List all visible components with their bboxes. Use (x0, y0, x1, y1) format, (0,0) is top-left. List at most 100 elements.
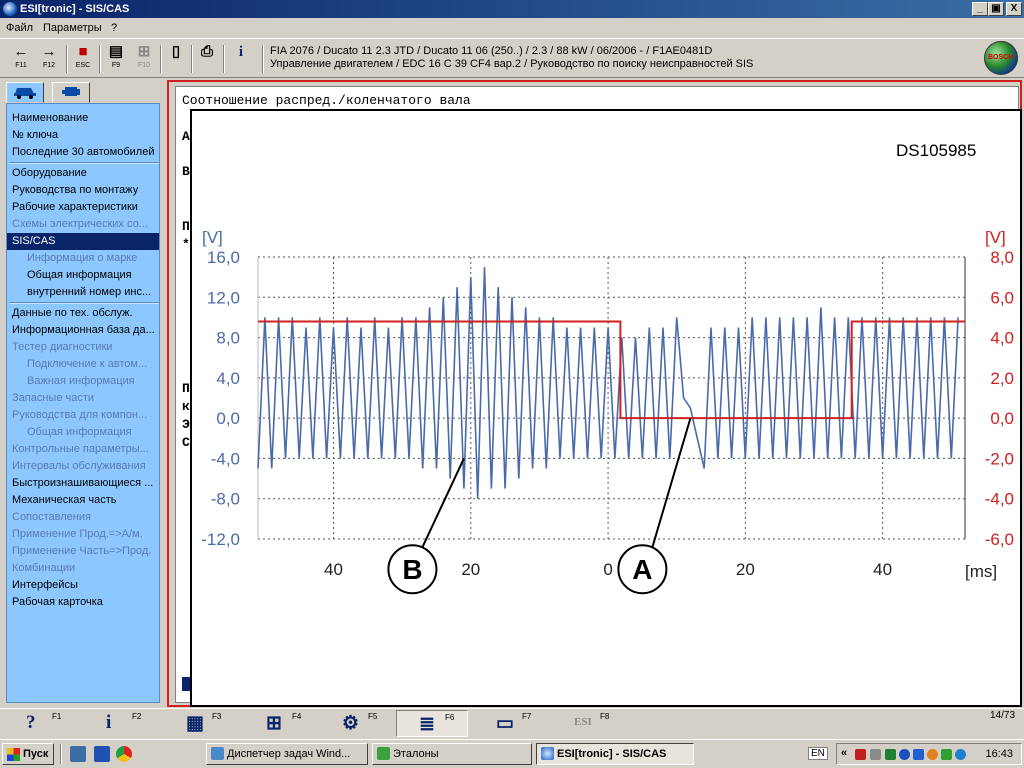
menu-parameters[interactable]: Параметры (43, 22, 102, 34)
language-indicator[interactable]: EN (808, 747, 828, 760)
minimize-button[interactable]: _ (972, 2, 988, 16)
menu-file[interactable]: Файл (6, 22, 34, 34)
fn-key-f2[interactable]: i F2 (84, 710, 156, 737)
chrome-icon[interactable] (116, 746, 132, 762)
y-left-tick-label: 12,0 (207, 288, 240, 307)
tray-app-icon[interactable] (885, 749, 896, 760)
sidebar-item[interactable]: Информационная база да... (12, 324, 155, 336)
x-tick-label: 20 (461, 560, 480, 579)
fn-key-label: F5 (368, 712, 378, 721)
sidebar-item[interactable]: Рабочая карточка (12, 596, 103, 608)
fn-key-f8[interactable]: ESI F8 (552, 710, 624, 737)
fn-key-f5[interactable]: ⚙ F5 (320, 710, 392, 737)
callout-label-b: B (402, 554, 422, 585)
save-icon[interactable] (94, 746, 110, 762)
x-tick-label: 40 (324, 560, 343, 579)
page-counter: 14/73 (990, 710, 1016, 721)
sidebar-item[interactable]: Механическая часть (12, 494, 117, 506)
tray-app-icon[interactable] (941, 749, 952, 760)
sidebar-item[interactable]: Тестер диагностики (12, 341, 113, 353)
sidebar-item[interactable]: Контрольные параметры... (12, 443, 149, 455)
fn-key-label: F8 (600, 712, 610, 721)
sidebar-item[interactable]: Подключение к автом... (27, 358, 148, 370)
task-etalony[interactable]: Эталоны (372, 743, 532, 765)
sidebar-item[interactable]: Быстроизнашивающиеся ... (12, 477, 154, 489)
bluetooth-icon[interactable] (899, 749, 910, 760)
back-button[interactable]: ← F11 (8, 43, 34, 75)
sidebar-item[interactable]: Интерфейсы (12, 579, 78, 591)
y-right-tick-label: 0,0 (990, 409, 1014, 428)
security-icon[interactable] (913, 749, 924, 760)
sidebar-item[interactable]: Общая информация (27, 269, 132, 281)
forward-button[interactable]: → F12 (36, 43, 62, 75)
sidebar-item[interactable]: Данные по тех. обслуж. (12, 307, 133, 319)
sidebar-item[interactable]: Руководства для компон... (12, 409, 148, 421)
app-icon[interactable] (3, 2, 17, 16)
y-right-tick-label: -4,0 (985, 490, 1014, 509)
menu-help[interactable]: ? (111, 22, 118, 34)
show-desktop-icon[interactable] (70, 746, 86, 762)
info-icon: i (106, 712, 112, 733)
sidebar-item[interactable]: Последние 30 автомобилей (12, 146, 155, 158)
document-view[interactable]: Соотношение распред./коленчатого вала А … (175, 86, 1022, 707)
x-tick-label: 20 (736, 560, 755, 579)
tab-engine[interactable] (52, 82, 90, 103)
fn-key-f7[interactable]: ▭ F7 (474, 710, 546, 737)
callout-line-b (421, 458, 465, 548)
task-esitronic[interactable]: ESI[tronic] - SIS/CAS (536, 743, 694, 765)
print-button[interactable]: ⎙ (194, 43, 220, 75)
task-task-manager[interactable]: Диспетчер задач Wind... (206, 743, 368, 765)
close-button[interactable]: X (1006, 2, 1022, 16)
sidebar-item[interactable]: Комбинации (12, 562, 76, 574)
y-left-tick-label: 0,0 (216, 409, 240, 428)
sidebar-item[interactable]: Информация о марке (27, 252, 138, 264)
tray-app-icon[interactable] (955, 749, 966, 760)
sidebar-item[interactable]: Применение Часть=>Прод. (12, 545, 152, 557)
fn-key-f6[interactable]: ≣ F6 (396, 710, 468, 737)
sidebar-tabs (6, 82, 162, 103)
page-icon: ▯ (171, 43, 181, 60)
sidebar-item[interactable]: Руководства по монтажу (12, 184, 139, 196)
document-text-fragment: П (182, 381, 190, 396)
sidebar-item[interactable]: Запасные части (12, 392, 95, 404)
car-icon (14, 88, 36, 99)
y-right-tick-label: 6,0 (990, 288, 1014, 307)
f10-button[interactable]: ⊞ F10 (131, 43, 157, 75)
car-icon: ▭ (496, 713, 514, 734)
sidebar-item[interactable]: Схемы электрических со... (12, 218, 148, 230)
network-icon[interactable] (855, 749, 866, 760)
sidebar-item[interactable]: Сопоставления (12, 511, 91, 523)
start-button[interactable]: Пуск (2, 743, 54, 765)
info-button[interactable]: i (228, 43, 254, 75)
figure-id: DS105985 (896, 141, 977, 160)
f9-button[interactable]: ▤ F9 (103, 43, 129, 75)
sidebar-item[interactable]: внутренний номер инс... (27, 286, 152, 298)
tab-vehicle[interactable] (6, 82, 44, 103)
sidebar-item[interactable]: Общая информация (27, 426, 132, 438)
maximize-button[interactable]: ▣ (988, 2, 1004, 16)
sidebar-item[interactable]: SIS/CAS (7, 233, 159, 250)
arrow-left-icon: ← (13, 43, 29, 60)
y-right-tick-label: 4,0 (990, 329, 1014, 348)
sidebar-item[interactable]: Оборудование (12, 167, 87, 179)
power-icon[interactable] (927, 749, 938, 760)
fn-key-f4[interactable]: ⊞ F4 (244, 710, 316, 737)
fn-key-f1[interactable]: ? F1 (4, 710, 76, 737)
document-text-fragment: В (182, 164, 190, 179)
system-tray: « 16:43 (836, 743, 1022, 765)
sidebar-item[interactable]: Применение Прод.=>А/м. (12, 528, 143, 540)
network-disconnected-icon[interactable] (870, 749, 881, 760)
sidebar-item[interactable]: Наименование (12, 112, 89, 124)
sidebar-item[interactable]: Важная информация (27, 375, 135, 387)
toolbar-separator (160, 45, 162, 73)
document-button[interactable]: ▯ (163, 43, 189, 75)
sidebar-item[interactable]: Рабочие характеристики (12, 201, 138, 213)
document-text-fragment: А (182, 129, 190, 144)
folder-icon (377, 747, 390, 760)
tray-expand-icon[interactable]: « (841, 747, 848, 759)
escape-button[interactable]: ■ ESC (70, 43, 96, 75)
taskbar: Пуск Диспетчер задач Wind... Эталоны ESI… (0, 739, 1024, 768)
sidebar-item[interactable]: № ключа (12, 129, 59, 141)
fn-key-f3[interactable]: ▦ F3 (164, 710, 236, 737)
sidebar-item[interactable]: Интервалы обслуживания (12, 460, 146, 472)
